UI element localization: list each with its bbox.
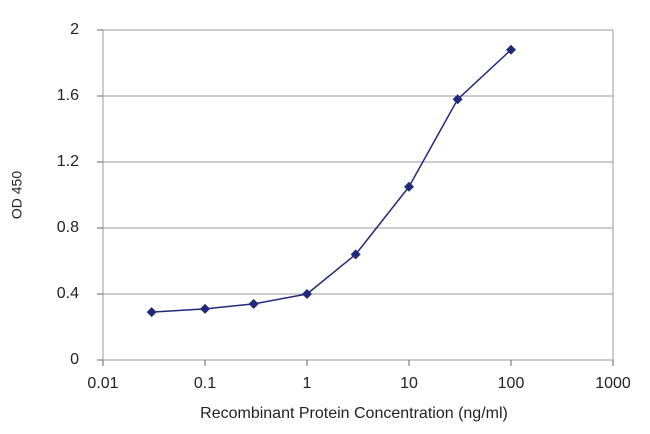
data-point <box>248 298 259 309</box>
y-tick-label: 0.4 <box>57 285 79 302</box>
data-point <box>200 303 210 314</box>
y-tick-label: 0.8 <box>57 219 79 236</box>
data-line <box>151 49 512 313</box>
y-axis-label: OD 450 <box>9 171 25 219</box>
data-point <box>146 307 157 318</box>
x-tick-label: 100 <box>498 375 525 392</box>
y-tick-label: 2 <box>70 21 79 38</box>
data-point <box>404 181 414 192</box>
y-tick-label: 0 <box>70 351 79 368</box>
x-tick-label: 1000 <box>595 375 631 392</box>
x-tick-label: 0.01 <box>87 375 118 392</box>
data-point <box>302 289 312 299</box>
y-tick-label: 1.2 <box>57 153 79 170</box>
data-point <box>350 249 361 260</box>
x-tick-label: 0.1 <box>194 375 216 392</box>
x-axis-label: Recombinant Protein Concentration (ng/ml… <box>200 405 508 422</box>
y-tick-label: 1.6 <box>57 87 79 104</box>
data-point <box>452 94 463 105</box>
x-tick-label: 10 <box>400 375 418 392</box>
x-tick-label: 1 <box>303 375 312 392</box>
data-point <box>506 44 516 55</box>
